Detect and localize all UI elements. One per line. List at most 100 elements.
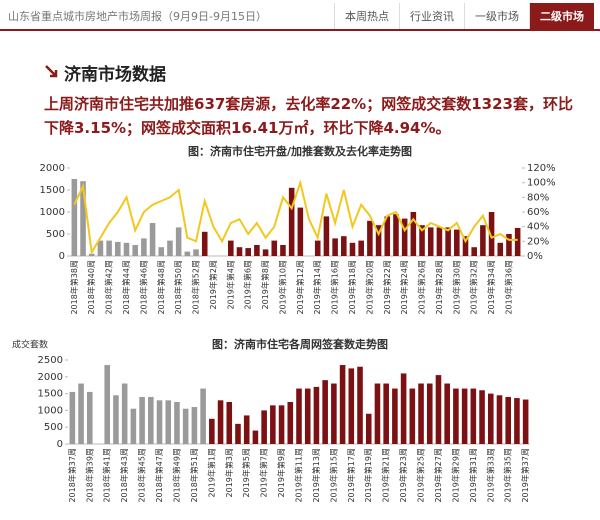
bar	[88, 253, 95, 256]
y2-tick-label: 60%	[527, 207, 549, 218]
bar	[365, 413, 372, 444]
bar	[348, 368, 355, 444]
x-tick-label: 2019年第8周	[260, 260, 270, 309]
bar	[148, 396, 154, 444]
x-tick-label: 2019年第34周	[486, 260, 496, 315]
bar	[139, 396, 145, 444]
bar	[487, 393, 494, 444]
tab[interactable]: 本周热点	[334, 3, 399, 29]
arrow-icon	[45, 65, 58, 78]
bar	[254, 245, 260, 256]
header-title: 山东省重点城市房地产市场周报（9月9日-9月15日）	[8, 10, 267, 23]
x-tick-label: 2019年第31周	[468, 448, 478, 503]
x-tick-label: 2019年第37周	[520, 448, 530, 503]
bar	[217, 400, 224, 444]
bar	[427, 227, 434, 256]
x-tick-label: 2019年第21周	[381, 448, 391, 503]
x-tick-label: 2018年第52周	[191, 260, 201, 315]
bar	[252, 430, 259, 444]
bar	[97, 240, 104, 256]
y-tick-label: 1000	[40, 207, 65, 218]
bar	[435, 375, 442, 444]
x-tick-label: 2019年第7周	[259, 448, 269, 497]
bar	[454, 229, 460, 256]
bar	[341, 236, 347, 256]
tab[interactable]: 二级市场	[529, 3, 594, 29]
bar	[209, 418, 215, 444]
x-tick-label: 2018年第47周	[154, 448, 164, 503]
x-tick-label: 2018年第45周	[137, 448, 147, 503]
bar	[167, 240, 173, 256]
x-tick-label: 2018年第50周	[173, 260, 183, 315]
bar	[123, 242, 130, 256]
x-tick-label: 2019年第29周	[450, 448, 460, 503]
bar	[121, 383, 128, 444]
bar	[383, 383, 389, 444]
bar	[165, 400, 172, 444]
x-tick-label: 2019年第12周	[295, 260, 305, 315]
bar	[115, 241, 121, 256]
bar	[193, 249, 199, 256]
bar	[262, 249, 269, 256]
x-tick-label: 2019年第10周	[277, 260, 287, 315]
x-tick-label: 2018年第51周	[189, 448, 199, 503]
x-tick-label: 2019年第3周	[224, 448, 234, 497]
bar	[87, 391, 93, 444]
bar	[149, 223, 156, 256]
x-tick-label: 2019年第35周	[503, 448, 513, 503]
bar	[175, 227, 182, 256]
y2-tick-label: 120%	[527, 163, 556, 174]
bar	[287, 402, 294, 444]
y-tick-label: 2500	[38, 355, 63, 366]
bar	[236, 247, 243, 256]
bar	[182, 408, 189, 444]
bar	[339, 365, 346, 444]
tab[interactable]: 一级市场	[464, 3, 529, 29]
bar	[304, 388, 311, 444]
x-tick-label: 2018年第43周	[119, 448, 129, 503]
x-tick-label: 2018年第48周	[156, 260, 166, 315]
x-tick-label: 2018年第39周	[84, 448, 94, 503]
tab[interactable]: 行业资讯	[399, 3, 464, 29]
x-tick-label: 2018年第46周	[138, 260, 148, 315]
x-tick-label: 2019年第17周	[346, 448, 356, 503]
bar	[471, 247, 477, 256]
x-tick-label: 2018年第42周	[104, 260, 114, 315]
bar	[296, 388, 302, 444]
x-tick-label: 2019年第33周	[485, 448, 495, 503]
y2-tick-label: 0%	[527, 251, 543, 262]
bar	[505, 396, 511, 444]
bar	[384, 216, 391, 256]
bar	[444, 383, 450, 444]
bar	[506, 234, 512, 256]
bar	[226, 402, 233, 444]
bar	[358, 240, 364, 256]
x-tick-label: 2018年第40周	[86, 260, 96, 315]
bar	[228, 240, 234, 256]
bar	[235, 423, 241, 444]
bar	[332, 238, 338, 256]
y-tick-label: 0	[59, 251, 65, 262]
bar	[393, 214, 399, 256]
bar	[418, 383, 424, 444]
bar	[349, 242, 356, 256]
bar	[375, 225, 382, 256]
x-tick-label: 2019年第15周	[328, 448, 338, 503]
x-tick-label: 2019年第4周	[225, 260, 235, 309]
x-tick-label: 2019年第27周	[433, 448, 443, 503]
bar	[130, 408, 137, 444]
bar	[270, 405, 276, 444]
bar	[462, 236, 469, 256]
bar	[392, 388, 398, 444]
chart-title: 图：济南市住宅开盘/加推套数及去化率走势图	[188, 144, 412, 158]
bar	[184, 251, 191, 256]
bar	[488, 212, 495, 256]
bar	[278, 405, 285, 444]
x-tick-label: 2019年第32周	[469, 260, 479, 315]
x-tick-label: 2019年第19周	[363, 448, 373, 503]
x-tick-label: 2019年第26周	[417, 260, 427, 315]
bar	[174, 402, 180, 444]
bar	[479, 390, 485, 444]
bar	[297, 207, 304, 256]
